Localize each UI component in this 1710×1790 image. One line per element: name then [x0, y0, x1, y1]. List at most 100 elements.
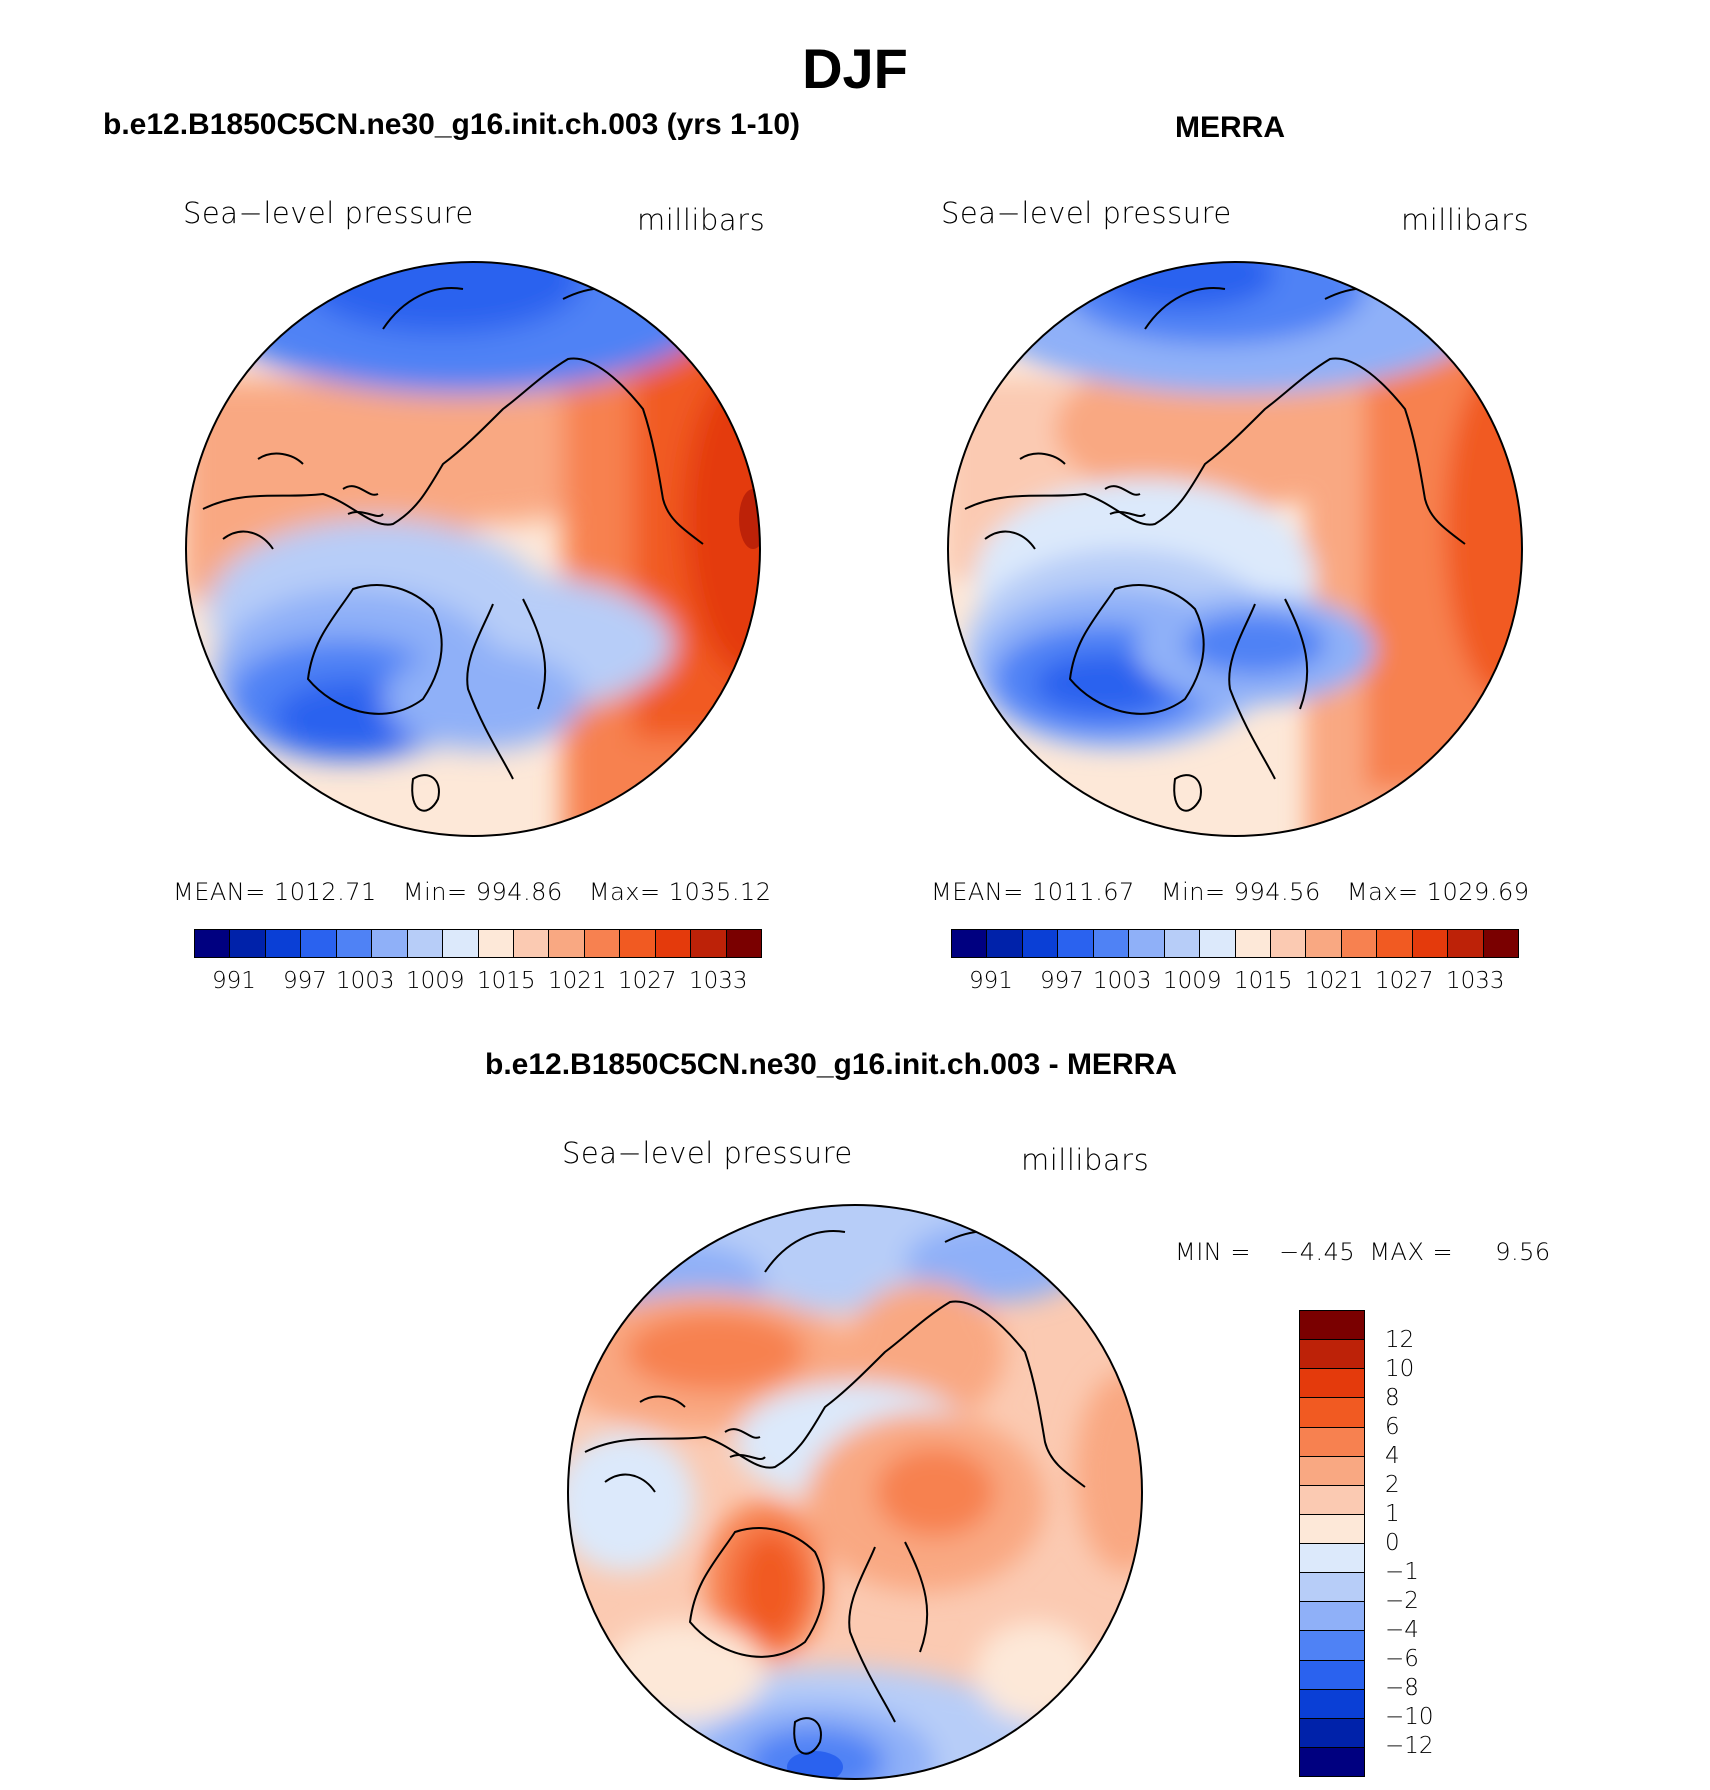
panel2-cbar-tick: 991: [969, 968, 1013, 994]
colorbar-swatch: [300, 930, 336, 957]
panel2-colorbar: [951, 929, 1519, 958]
colorbar-swatch: [654, 930, 691, 957]
colorbar-swatch: [1269, 930, 1306, 957]
panel2-colorbar-ticks: 991 997 1003 1009 1015 1021 1027 1033: [951, 968, 1517, 998]
colorbar-swatch: [1411, 930, 1448, 957]
colorbar-swatch: [229, 930, 265, 957]
panel3-cbar-tick: 8: [1385, 1385, 1400, 1411]
panel3-cbar-tick: −8: [1385, 1675, 1419, 1701]
panel2-cbar-tick: 1015: [1234, 968, 1293, 994]
panel2-min-value: 994.56: [1233, 878, 1321, 906]
colorbar-swatch: [1300, 1513, 1364, 1543]
colorbar-swatch: [1300, 1311, 1364, 1340]
colorbar-swatch: [1300, 1339, 1364, 1369]
colorbar-swatch: [1300, 1746, 1364, 1776]
panel1-mean-value: 1012.71: [274, 878, 377, 906]
colorbar-swatch: [1300, 1543, 1364, 1573]
panel3-variable-label: Sea−level pressure: [562, 1136, 853, 1170]
panel3-colorbar: [1299, 1310, 1365, 1777]
colorbar-swatch: [1300, 1659, 1364, 1689]
colorbar-swatch: [406, 930, 443, 957]
panel2-cbar-tick: 997: [1040, 968, 1084, 994]
colorbar-swatch: [442, 930, 478, 957]
colorbar-swatch: [1300, 1717, 1364, 1747]
panel3-cbar-tick: 4: [1385, 1443, 1400, 1469]
panel3-cbar-tick: 1: [1385, 1501, 1400, 1527]
colorbar-swatch: [1300, 1397, 1364, 1427]
colorbar-swatch: [1447, 930, 1483, 957]
panel2-cbar-tick: 1033: [1446, 968, 1505, 994]
colorbar-swatch: [264, 930, 301, 957]
panel1-colorbar-ticks: 991 997 1003 1009 1015 1021 1027 1033: [194, 968, 760, 998]
panel2-cbar-tick: 1003: [1093, 968, 1152, 994]
panel1-cbar-tick: 1033: [689, 968, 748, 994]
colorbar-swatch: [725, 930, 761, 957]
colorbar-swatch: [1021, 930, 1058, 957]
panel3-max-label: MAX =: [1369, 1238, 1454, 1266]
colorbar-swatch: [1163, 930, 1200, 957]
colorbar-swatch: [1300, 1426, 1364, 1456]
colorbar-swatch: [986, 930, 1022, 957]
panel3-min-value: −4.45: [1279, 1238, 1356, 1266]
panel3-cbar-tick: −2: [1385, 1588, 1419, 1614]
colorbar-swatch: [690, 930, 726, 957]
panel1-cbar-tick: 1021: [548, 968, 607, 994]
colorbar-swatch: [1300, 1688, 1364, 1718]
panel3-units-label: millibars: [1021, 1143, 1150, 1177]
colorbar-swatch: [1376, 930, 1412, 957]
colorbar-swatch: [1300, 1601, 1364, 1631]
colorbar-swatch: [1128, 930, 1164, 957]
panel2-mean-label: MEAN=: [931, 878, 1024, 906]
panel3-polar-map: [567, 1204, 1143, 1780]
panel2-min-label: Min=: [1160, 878, 1226, 906]
panel1-cbar-tick: 1003: [336, 968, 395, 994]
panel1-cbar-tick: 997: [283, 968, 327, 994]
colorbar-swatch: [583, 930, 620, 957]
colorbar-swatch: [1234, 930, 1270, 957]
panel3-cbar-tick: −1: [1385, 1559, 1419, 1585]
colorbar-swatch: [335, 930, 372, 957]
panel2-stats: MEAN= 1011.67 Min= 994.56 Max= 1029.69: [931, 878, 1529, 906]
panel3-cbar-tick: −6: [1385, 1646, 1419, 1672]
panel1-cbar-tick: 1027: [618, 968, 677, 994]
colorbar-swatch: [1482, 930, 1518, 957]
colorbar-swatch: [548, 930, 584, 957]
colorbar-swatch: [952, 930, 987, 957]
figure-title: DJF: [802, 37, 908, 100]
colorbar-swatch: [1300, 1368, 1364, 1398]
panel2-cbar-tick: 1021: [1305, 968, 1364, 994]
colorbar-swatch: [1300, 1630, 1364, 1660]
colorbar-swatch: [1057, 930, 1093, 957]
panel1-cbar-tick: 991: [212, 968, 256, 994]
panel2-units-label: millibars: [1401, 203, 1530, 237]
panel2-max-label: Max=: [1346, 878, 1419, 906]
panel2-cbar-tick: 1027: [1375, 968, 1434, 994]
panel2-max-value: 1029.69: [1426, 878, 1530, 906]
panel2-variable-label: Sea−level pressure: [941, 196, 1232, 230]
panel1-mean-label: MEAN=: [173, 878, 266, 906]
panel1-max-label: Max=: [588, 878, 661, 906]
panel3-title: b.e12.B1850C5CN.ne30_g16.init.ch.003 - M…: [485, 1048, 1177, 1081]
panel1-cbar-tick: 1015: [477, 968, 536, 994]
colorbar-swatch: [371, 930, 407, 957]
panel3-stats: MIN = −4.45 MAX = 9.56: [1175, 1238, 1551, 1266]
panel3-max-value: 9.56: [1495, 1238, 1551, 1266]
panel3-cbar-tick: 2: [1385, 1472, 1400, 1498]
panel3-min-label: MIN =: [1175, 1238, 1251, 1266]
panel3-cbar-tick: 6: [1385, 1414, 1400, 1440]
panel2-cbar-tick: 1009: [1163, 968, 1222, 994]
panel2-title: MERRA: [1175, 111, 1285, 144]
colorbar-swatch: [1300, 1484, 1364, 1514]
panel3-cbar-tick: −4: [1385, 1617, 1419, 1643]
colorbar-swatch: [477, 930, 513, 957]
panel3-colorbar-ticks: 12 10 8 6 4 2 1 0 −1 −2 −4 −6 −8 −10 −12: [1385, 1310, 1505, 1780]
panel1-title: b.e12.B1850C5CN.ne30_g16.init.ch.003 (yr…: [103, 108, 801, 141]
colorbar-swatch: [1305, 930, 1341, 957]
panel1-cbar-tick: 1009: [406, 968, 465, 994]
panel3-cbar-tick: 12: [1385, 1327, 1415, 1353]
panel1-polar-map: [185, 261, 761, 837]
panel2-polar-map: [947, 261, 1523, 837]
panel1-max-value: 1035.12: [668, 878, 772, 906]
panel3-cbar-tick: 0: [1385, 1530, 1400, 1556]
colorbar-swatch: [619, 930, 655, 957]
